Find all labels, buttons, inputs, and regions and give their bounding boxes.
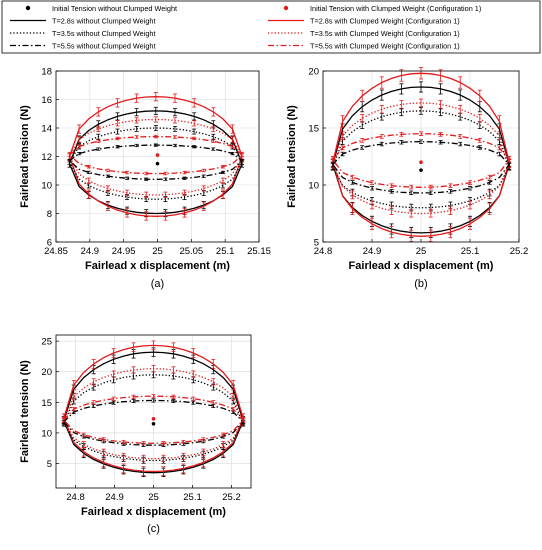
y-tick-label: 6 xyxy=(47,238,52,249)
chart-panels: 24.85 24.9 24.95 25 25.05 25.1 25.156810121416… xyxy=(19,67,528,536)
chart-panel-2: 24.8 24.9 25 25.1 25.2 5 10 15 20 Fairlead x disp… xyxy=(286,67,528,291)
x-tick-label: 24.9 xyxy=(81,246,100,257)
x-tick-label: 24.8 xyxy=(314,246,333,257)
x-axis-label: Fairlead x displacement (m) xyxy=(85,260,230,272)
y-tick-label: 20 xyxy=(308,67,319,78)
panel-label: (b) xyxy=(414,278,427,290)
y-tick-label: 8 xyxy=(47,209,52,220)
legend-label: T=3.5s with Clumped Weight (Configuratio… xyxy=(310,29,460,38)
plot-frame xyxy=(55,334,252,489)
legend-marker xyxy=(25,5,31,11)
initial-tension-point xyxy=(419,160,423,164)
chart-panel-1: 24.85 24.9 24.95 25 25.05 25.1 25.15 6 8 10 12 14 16… xyxy=(19,67,271,291)
y-tick-label: 16 xyxy=(41,95,52,106)
x-tick-label: 25.1 xyxy=(461,246,480,257)
y-axis-label: Fairlead tension (N) xyxy=(19,360,31,463)
x-tick-label: 25.1 xyxy=(216,246,235,257)
plot-frame xyxy=(55,70,260,243)
y-tick-label: 5 xyxy=(47,459,52,470)
legend: Initial Tension without Clumped Weight In… xyxy=(1,0,541,54)
initial-tension-point xyxy=(151,417,156,421)
legend-label: T=3.5s without Clumped Weight xyxy=(52,29,156,38)
panel-label: (c) xyxy=(147,523,160,535)
x-tick-label: 24.8 xyxy=(66,492,85,503)
x-tick-label: 24.9 xyxy=(363,246,382,257)
y-tick-label: 25 xyxy=(41,337,52,348)
x-tick-label: 25 xyxy=(148,492,159,503)
y-tick-label: 10 xyxy=(41,181,52,192)
y-tick-label: 10 xyxy=(308,181,319,192)
initial-tension-point xyxy=(155,153,160,157)
legend-label: T=5.5s with Clumped Weight (Configuratio… xyxy=(310,42,460,51)
legend-label: T=2.8s without Clumped Weight xyxy=(52,17,156,26)
y-tick-label: 5 xyxy=(314,238,319,249)
panel-label: (a) xyxy=(151,278,164,290)
x-axis-label: Fairlead x displacement (m) xyxy=(349,260,494,272)
y-tick-label: 14 xyxy=(41,124,52,135)
chart-panel-3: 24.8 24.9 25 25.1 25.2 5 10 15 20 25 Fairlead x di… xyxy=(19,334,252,535)
x-tick-label: 25.2 xyxy=(222,492,241,503)
y-tick-label: 20 xyxy=(41,367,52,378)
x-tick-label: 25.05 xyxy=(179,246,203,257)
plot-frame xyxy=(322,70,520,243)
y-tick-label: 18 xyxy=(41,67,52,78)
x-axis-label: Fairlead x displacement (m) xyxy=(81,506,226,518)
legend-label: T=2.8s with Clumped Weight (Configuratio… xyxy=(310,17,460,26)
legend-label: Initial Tension without Clumped Weight xyxy=(52,4,177,13)
initial-tension-point xyxy=(151,421,156,426)
x-tick-label: 24.95 xyxy=(112,246,136,257)
y-tick-label: 12 xyxy=(41,152,52,163)
legend-box xyxy=(1,0,541,54)
x-tick-label: 25 xyxy=(152,246,163,257)
y-tick-label: 15 xyxy=(41,398,52,409)
x-tick-label: 24.9 xyxy=(105,492,124,503)
y-axis-label: Fairlead tension (N) xyxy=(19,105,31,208)
legend-label: T=5.5s without Clumped Weight xyxy=(52,42,156,51)
x-tick-label: 25.1 xyxy=(183,492,202,503)
x-tick-label: 24.85 xyxy=(44,246,68,257)
initial-tension-point xyxy=(419,168,423,172)
x-tick-label: 25.2 xyxy=(510,246,529,257)
series-line xyxy=(68,127,243,200)
initial-tension-point xyxy=(155,161,160,166)
y-tick-label: 10 xyxy=(41,428,52,439)
legend-marker xyxy=(283,5,289,11)
x-tick-label: 25.15 xyxy=(247,246,271,257)
y-axis-label: Fairlead tension (N) xyxy=(286,105,298,208)
legend-label: Initial Tension with Clumped Weight (Con… xyxy=(310,4,481,13)
y-tick-label: 15 xyxy=(308,124,319,135)
x-tick-label: 25 xyxy=(416,246,427,257)
